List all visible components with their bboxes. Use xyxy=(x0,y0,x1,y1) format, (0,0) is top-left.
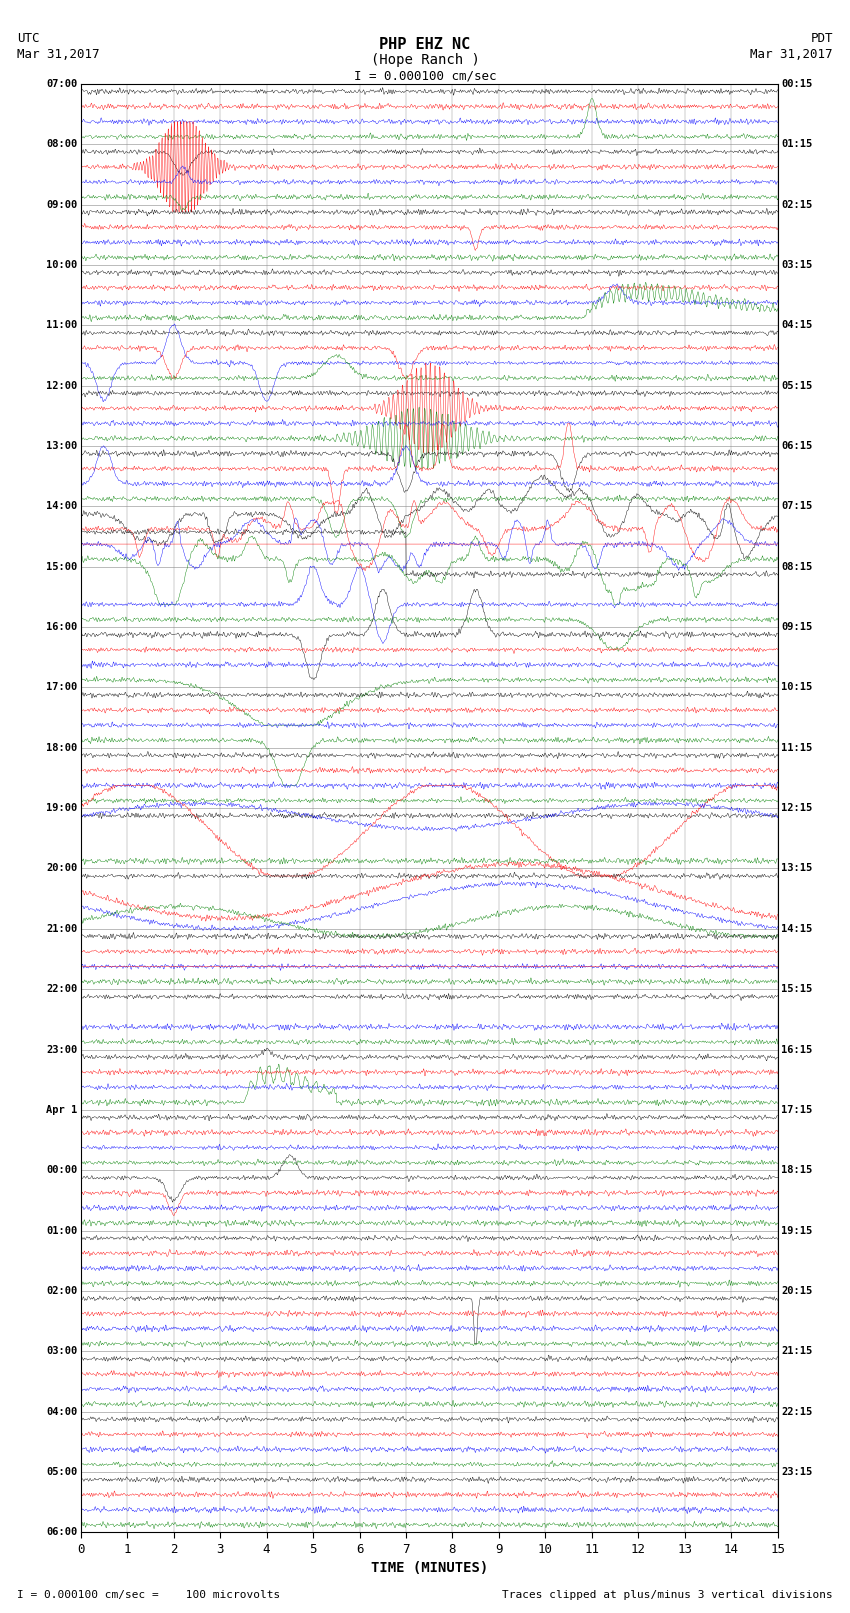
Text: 19:15: 19:15 xyxy=(781,1226,813,1236)
Text: 13:15: 13:15 xyxy=(781,863,813,874)
Text: 22:15: 22:15 xyxy=(781,1407,813,1416)
Text: 06:00: 06:00 xyxy=(46,1528,77,1537)
Text: 07:00: 07:00 xyxy=(46,79,77,89)
Text: 11:15: 11:15 xyxy=(781,742,813,753)
Text: 04:00: 04:00 xyxy=(46,1407,77,1416)
Text: UTC: UTC xyxy=(17,32,39,45)
Text: 03:00: 03:00 xyxy=(46,1347,77,1357)
Text: 10:15: 10:15 xyxy=(781,682,813,692)
Text: 15:00: 15:00 xyxy=(46,561,77,571)
Text: (Hope Ranch ): (Hope Ranch ) xyxy=(371,53,479,68)
Text: 09:15: 09:15 xyxy=(781,623,813,632)
Text: 21:15: 21:15 xyxy=(781,1347,813,1357)
Text: 21:00: 21:00 xyxy=(46,924,77,934)
Text: 16:15: 16:15 xyxy=(781,1045,813,1055)
Text: 19:00: 19:00 xyxy=(46,803,77,813)
Text: 00:00: 00:00 xyxy=(46,1165,77,1176)
Text: 09:00: 09:00 xyxy=(46,200,77,210)
Text: 13:00: 13:00 xyxy=(46,440,77,452)
Text: 02:00: 02:00 xyxy=(46,1286,77,1295)
Text: 23:00: 23:00 xyxy=(46,1045,77,1055)
Text: Mar 31,2017: Mar 31,2017 xyxy=(751,48,833,61)
Text: 11:00: 11:00 xyxy=(46,321,77,331)
Text: 22:00: 22:00 xyxy=(46,984,77,994)
Text: PDT: PDT xyxy=(811,32,833,45)
Text: Traces clipped at plus/minus 3 vertical divisions: Traces clipped at plus/minus 3 vertical … xyxy=(502,1590,833,1600)
Text: 00:15: 00:15 xyxy=(781,79,813,89)
Text: Apr 1: Apr 1 xyxy=(46,1105,77,1115)
Text: I = 0.000100 cm/sec =    100 microvolts: I = 0.000100 cm/sec = 100 microvolts xyxy=(17,1590,280,1600)
Text: 07:15: 07:15 xyxy=(781,502,813,511)
Text: 20:00: 20:00 xyxy=(46,863,77,874)
Text: 18:00: 18:00 xyxy=(46,742,77,753)
Text: 12:15: 12:15 xyxy=(781,803,813,813)
Text: 16:00: 16:00 xyxy=(46,623,77,632)
Text: 08:15: 08:15 xyxy=(781,561,813,571)
Text: 01:00: 01:00 xyxy=(46,1226,77,1236)
Text: I = 0.000100 cm/sec: I = 0.000100 cm/sec xyxy=(354,69,496,82)
Text: 06:15: 06:15 xyxy=(781,440,813,452)
Text: 02:15: 02:15 xyxy=(781,200,813,210)
Text: 10:00: 10:00 xyxy=(46,260,77,269)
Text: 08:00: 08:00 xyxy=(46,139,77,150)
Text: 20:15: 20:15 xyxy=(781,1286,813,1295)
Text: 17:15: 17:15 xyxy=(781,1105,813,1115)
Text: 03:15: 03:15 xyxy=(781,260,813,269)
Text: 05:15: 05:15 xyxy=(781,381,813,390)
Text: Mar 31,2017: Mar 31,2017 xyxy=(17,48,99,61)
Text: 23:15: 23:15 xyxy=(781,1466,813,1478)
Text: 14:15: 14:15 xyxy=(781,924,813,934)
Text: 12:00: 12:00 xyxy=(46,381,77,390)
Text: 04:15: 04:15 xyxy=(781,321,813,331)
X-axis label: TIME (MINUTES): TIME (MINUTES) xyxy=(371,1561,488,1576)
Text: 17:00: 17:00 xyxy=(46,682,77,692)
Text: 05:00: 05:00 xyxy=(46,1466,77,1478)
Text: 15:15: 15:15 xyxy=(781,984,813,994)
Text: 14:00: 14:00 xyxy=(46,502,77,511)
Text: 18:15: 18:15 xyxy=(781,1165,813,1176)
Text: 01:15: 01:15 xyxy=(781,139,813,150)
Text: PHP EHZ NC: PHP EHZ NC xyxy=(379,37,471,52)
